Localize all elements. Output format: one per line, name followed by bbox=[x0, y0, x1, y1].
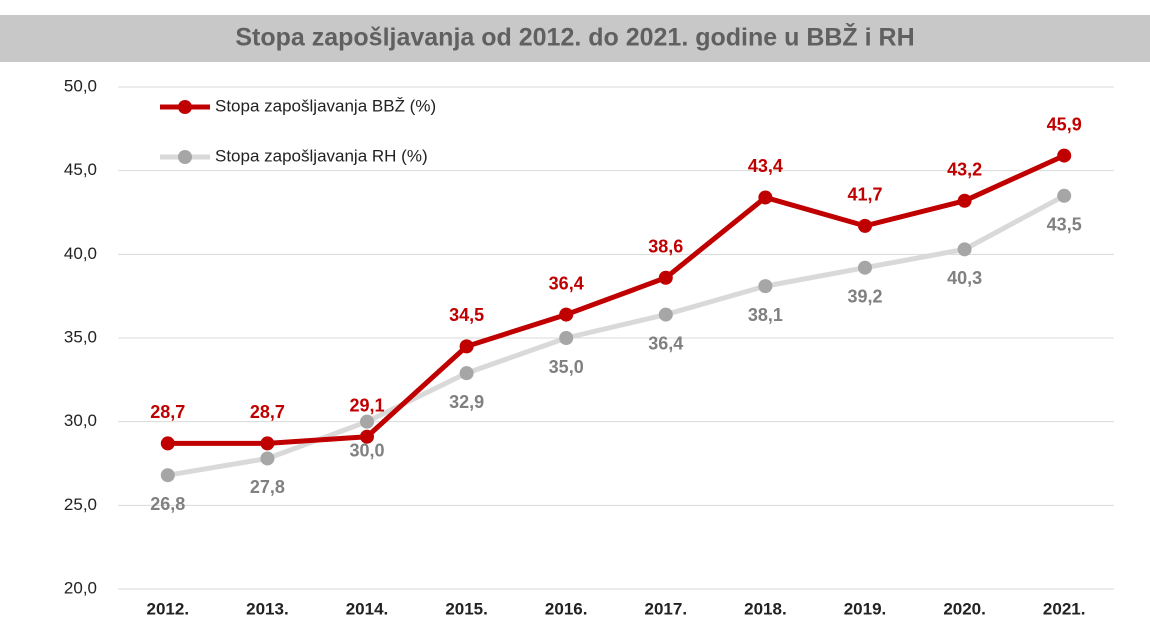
data-label: 36,4 bbox=[549, 273, 584, 293]
chart-title: Stopa zapošljavanja od 2012. do 2021. go… bbox=[235, 22, 914, 52]
x-tick-label: 2016. bbox=[545, 599, 588, 618]
marker bbox=[260, 451, 275, 466]
marker bbox=[957, 193, 972, 208]
data-label: 40,3 bbox=[947, 268, 982, 288]
data-label: 43,5 bbox=[1047, 215, 1082, 235]
x-tick-label: 2019. bbox=[844, 599, 887, 618]
marker bbox=[559, 307, 574, 322]
series-line bbox=[167, 153, 1066, 446]
marker bbox=[758, 279, 773, 294]
y-tick-label: 40,0 bbox=[64, 244, 97, 263]
legend-marker bbox=[178, 150, 192, 164]
data-label: 34,5 bbox=[449, 305, 484, 325]
x-tick-label: 2014. bbox=[346, 599, 389, 618]
marker bbox=[360, 414, 374, 429]
marker bbox=[559, 331, 574, 345]
marker bbox=[758, 190, 773, 205]
x-tick-label: 2021. bbox=[1043, 599, 1086, 618]
x-tick-label: 2013. bbox=[246, 599, 289, 618]
data-label: 41,7 bbox=[847, 185, 882, 205]
data-label: 30,0 bbox=[349, 440, 384, 460]
data-label: 27,8 bbox=[250, 477, 285, 497]
data-label: 29,1 bbox=[349, 395, 384, 415]
data-label: 26,8 bbox=[150, 494, 185, 514]
data-label: 38,6 bbox=[648, 237, 683, 257]
y-tick-label: 20,0 bbox=[64, 578, 97, 597]
x-tick-label: 2012. bbox=[147, 599, 190, 618]
marker bbox=[160, 436, 175, 451]
data-label: 32,9 bbox=[449, 392, 484, 412]
data-label: 36,4 bbox=[648, 333, 683, 353]
marker bbox=[360, 429, 374, 444]
data-label: 28,7 bbox=[150, 402, 185, 422]
data-label: 28,7 bbox=[250, 402, 285, 422]
data-label: 43,4 bbox=[748, 156, 783, 176]
title-band bbox=[0, 15, 1150, 62]
marker bbox=[459, 339, 474, 354]
y-tick-label: 50,0 bbox=[64, 76, 97, 95]
series-line bbox=[167, 193, 1066, 478]
marker bbox=[658, 270, 673, 285]
data-label: 39,2 bbox=[847, 286, 882, 306]
x-tick-label: 2015. bbox=[445, 599, 488, 618]
legend-label: Stopa zapošljavanja RH (%) bbox=[215, 146, 428, 165]
data-label: 35,0 bbox=[549, 357, 584, 377]
x-tick-label: 2017. bbox=[645, 599, 688, 618]
marker bbox=[160, 468, 175, 483]
x-tick-label: 2018. bbox=[744, 599, 787, 618]
legend-marker bbox=[178, 100, 192, 114]
data-label: 38,1 bbox=[748, 305, 783, 325]
marker bbox=[658, 307, 673, 322]
y-tick-label: 45,0 bbox=[64, 160, 97, 179]
y-tick-label: 25,0 bbox=[64, 495, 97, 514]
y-tick-label: 30,0 bbox=[64, 411, 97, 430]
marker bbox=[1057, 148, 1072, 163]
marker bbox=[260, 436, 275, 451]
marker bbox=[957, 242, 972, 257]
marker bbox=[858, 260, 872, 275]
legend-label: Stopa zapošljavanja BBŽ (%) bbox=[215, 96, 436, 115]
marker bbox=[459, 366, 474, 381]
marker bbox=[1057, 188, 1072, 203]
marker bbox=[858, 218, 872, 233]
x-tick-label: 2020. bbox=[943, 599, 986, 618]
data-label: 45,9 bbox=[1047, 114, 1082, 134]
data-label: 43,2 bbox=[947, 160, 982, 180]
y-tick-label: 35,0 bbox=[64, 327, 97, 346]
